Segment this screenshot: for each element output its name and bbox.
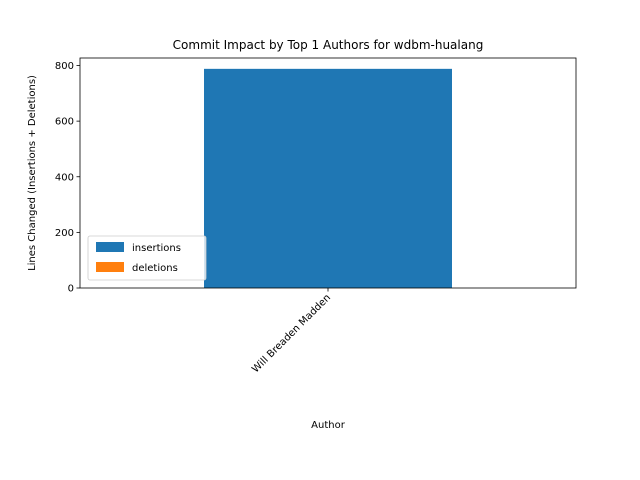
legend: insertions deletions — [87, 235, 207, 281]
chart-title: Commit Impact by Top 1 Authors for wdbm-… — [173, 38, 484, 52]
legend-swatch-insertions — [96, 242, 124, 252]
legend-label-deletions: deletions — [132, 263, 178, 274]
legend-label-insertions: insertions — [132, 243, 181, 254]
y-tick-label: 200 — [55, 228, 74, 239]
y-axis-label: Lines Changed (Insertions + Deletions) — [27, 75, 38, 271]
bars-group — [204, 68, 452, 288]
legend-swatch-deletions — [96, 262, 124, 272]
x-axis-label: Author — [311, 420, 346, 431]
y-axis-ticks: 0 200 400 600 800 — [55, 61, 80, 295]
y-tick-label: 400 — [55, 172, 74, 183]
y-tick-label: 800 — [55, 61, 74, 72]
y-tick-label: 0 — [68, 284, 74, 295]
bar-insertions — [204, 68, 452, 288]
y-tick-label: 600 — [55, 117, 74, 128]
